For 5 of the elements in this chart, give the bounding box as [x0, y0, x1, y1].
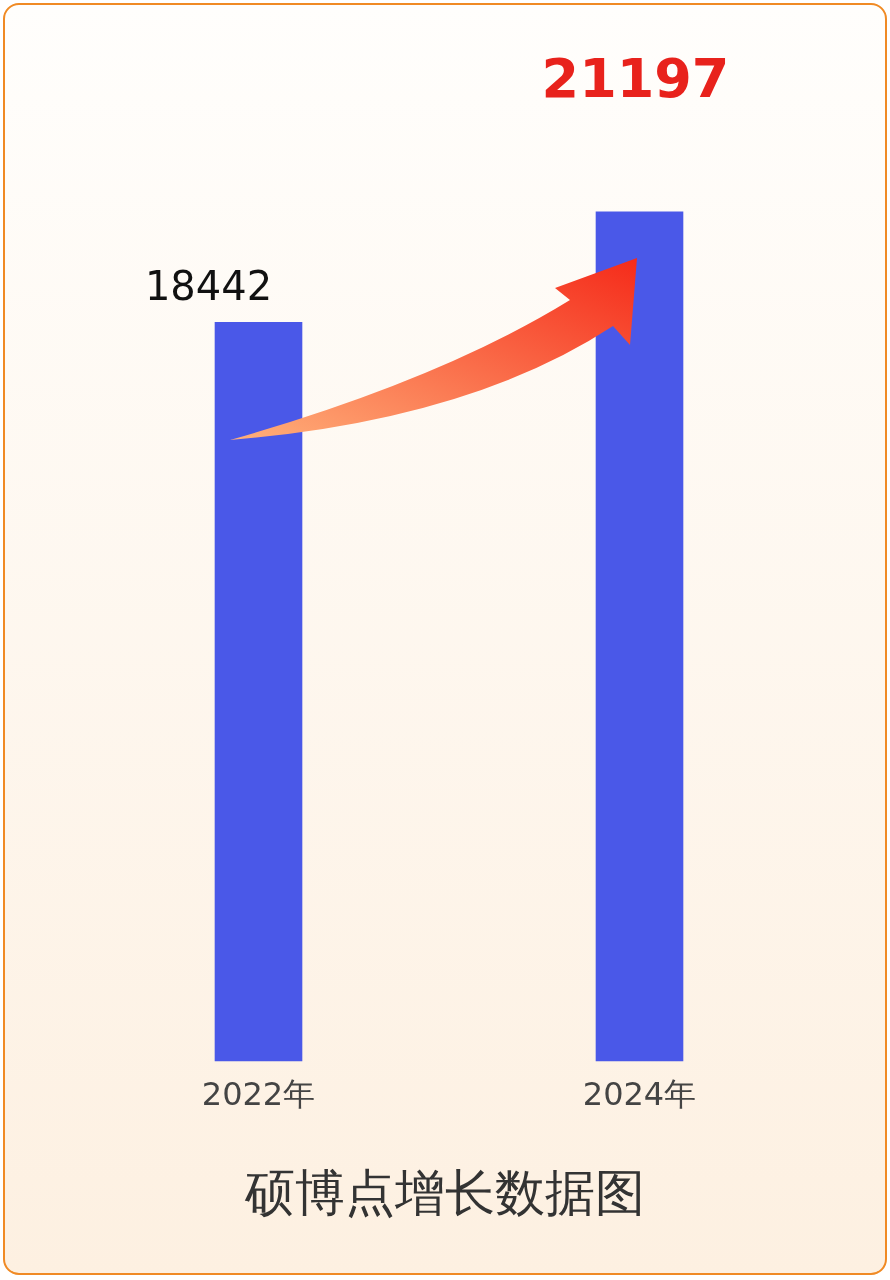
data-label: 18442	[144, 263, 273, 309]
x-tick-label: 2024年	[582, 1075, 697, 1114]
data-label: 21197	[541, 46, 730, 110]
x-tick-label: 2022年	[201, 1075, 316, 1114]
text: 硕博点增长数据图	[244, 1163, 646, 1224]
